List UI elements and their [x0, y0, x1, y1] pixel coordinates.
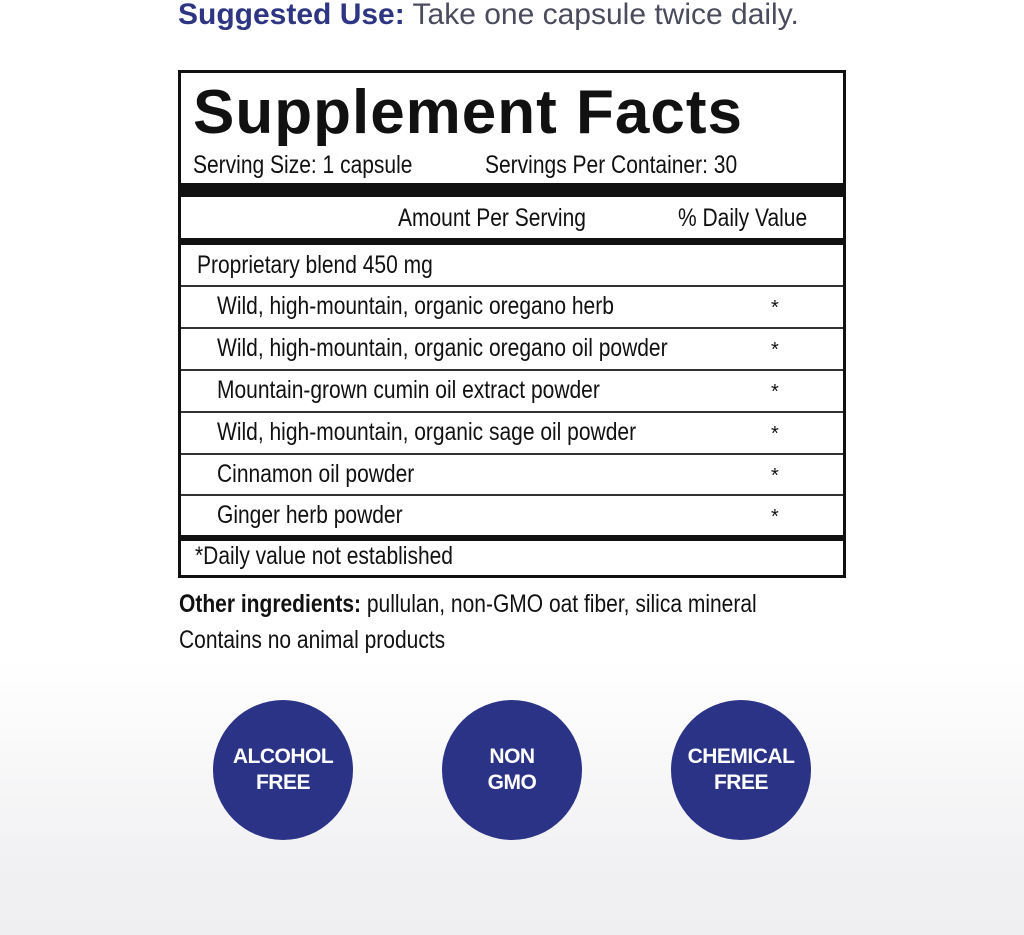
suggested-use-label: Suggested Use: [178, 0, 405, 31]
ingredient-dv: * [771, 506, 779, 528]
divider [181, 535, 843, 541]
facts-title: Supplement Facts [193, 78, 743, 147]
servings-per-container: Servings Per Container: 30 [485, 151, 738, 179]
badge-line: FREE [255, 771, 311, 794]
badge-line: NON [489, 745, 535, 768]
ingredient-name: Cinnamon oil powder [217, 460, 415, 488]
divider [181, 238, 843, 245]
other-ingredients: Other ingredients: pullulan, non-GMO oat… [179, 590, 757, 619]
alcohol-free-badge: ALCOHOL FREE [213, 700, 353, 840]
chemical-free-badge: CHEMICAL FREE [671, 700, 811, 840]
badge-line: FREE [713, 771, 769, 794]
ingredient-dv: * [771, 465, 779, 487]
ingredient-name: Wild, high-mountain, organic oregano oil… [217, 334, 668, 362]
proprietary-blend: Proprietary blend 450 mg [197, 251, 433, 279]
ingredient-name: Mountain-grown cumin oil extract powder [217, 376, 600, 404]
suggested-use-text: Take one capsule twice daily. [404, 0, 799, 31]
ingredient-name: Wild, high-mountain, organic oregano her… [217, 292, 614, 320]
amount-header: Amount Per Serving [398, 204, 586, 232]
ingredient-row: Mountain-grown cumin oil extract powder * [181, 369, 843, 411]
ingredient-dv: * [771, 297, 779, 319]
ingredient-name: Wild, high-mountain, organic sage oil po… [217, 418, 637, 446]
contains-note: Contains no animal products [179, 626, 446, 654]
footnote: *Daily value not established [195, 542, 453, 570]
divider [181, 183, 843, 197]
ingredient-dv: * [771, 423, 779, 445]
badge-line: ALCOHOL [232, 745, 334, 768]
ingredient-row: Ginger herb powder * [181, 494, 843, 536]
other-ingredients-label: Other ingredients: [179, 590, 362, 618]
ingredient-dv: * [771, 381, 779, 403]
other-ingredients-text: pullulan, non-GMO oat fiber, silica mine… [361, 590, 757, 618]
badge-line: CHEMICAL [687, 745, 795, 768]
ingredient-row: Wild, high-mountain, organic oregano her… [181, 285, 843, 327]
dv-header: % Daily Value [678, 204, 808, 232]
ingredient-row: Wild, high-mountain, organic oregano oil… [181, 327, 843, 369]
supplement-facts-panel: Supplement Facts Serving Size: 1 capsule… [178, 70, 846, 578]
column-header: Amount Per Serving % Daily Value [181, 198, 843, 240]
serving-size: Serving Size: 1 capsule [193, 151, 413, 179]
suggested-use: Suggested Use: Take one capsule twice da… [178, 0, 799, 32]
non-gmo-badge: NON GMO [442, 700, 582, 840]
badge-line: GMO [487, 771, 537, 794]
ingredient-name: Ginger herb powder [217, 501, 403, 529]
ingredient-dv: * [771, 339, 779, 361]
ingredient-row: Wild, high-mountain, organic sage oil po… [181, 411, 843, 453]
ingredient-row: Cinnamon oil powder * [181, 453, 843, 495]
